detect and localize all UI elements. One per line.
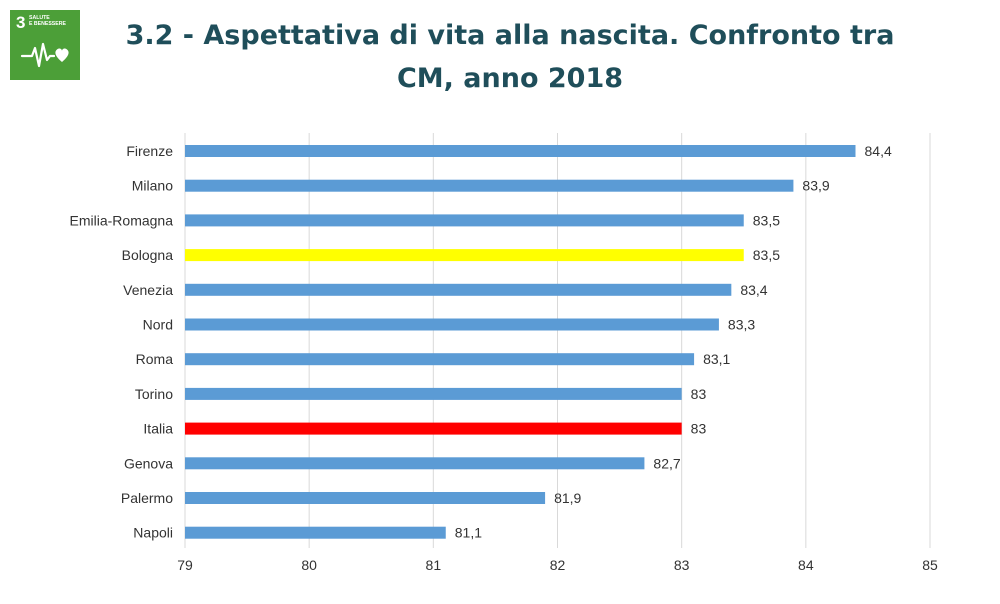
value-label: 81,1 <box>455 525 482 541</box>
x-tick-label: 81 <box>426 557 442 573</box>
category-label: Bologna <box>122 247 174 263</box>
category-label: Emilia-Romagna <box>70 212 174 228</box>
bar-bologna <box>185 249 744 262</box>
category-label: Torino <box>135 386 173 402</box>
value-label: 83,1 <box>703 351 730 367</box>
value-label: 83,3 <box>728 317 755 333</box>
value-label: 82,7 <box>653 455 680 471</box>
value-label: 84,4 <box>865 143 892 159</box>
value-label: 81,9 <box>554 490 581 506</box>
bar-italia <box>185 422 682 435</box>
heartbeat-heart-icon <box>20 42 69 68</box>
bar-nord <box>185 318 719 331</box>
sdg-badge-label-line1: SALUTE <box>29 15 50 21</box>
category-label: Genova <box>124 455 173 471</box>
bar-emilia-romagna <box>185 214 744 227</box>
category-label: Napoli <box>133 525 173 541</box>
bar-palermo <box>185 492 546 504</box>
x-tick-label: 80 <box>301 557 317 573</box>
bar-torino <box>185 387 682 400</box>
bar-milano <box>185 179 794 192</box>
value-label: 83,4 <box>740 282 767 298</box>
sdg-badge-graphic: 3 SALUTE E BENESSERE <box>16 13 69 68</box>
sdg-goal-3-badge: 3 SALUTE E BENESSERE <box>10 10 80 80</box>
value-label: 83 <box>691 386 707 402</box>
value-label: 83,5 <box>753 212 780 228</box>
category-label: Venezia <box>123 282 173 298</box>
category-label: Nord <box>143 317 173 333</box>
sdg-badge-number: 3 <box>16 13 25 32</box>
chart-title: 3.2 - Aspettativa di vita alla nascita. … <box>100 14 920 100</box>
bar-genova <box>185 457 645 470</box>
bar-roma <box>185 353 695 366</box>
category-label: Italia <box>143 421 173 437</box>
bar-venezia <box>185 283 732 296</box>
x-tick-label: 82 <box>550 557 566 573</box>
value-label: 83,5 <box>753 247 780 263</box>
value-label: 83 <box>691 421 707 437</box>
x-tick-label: 79 <box>177 557 193 573</box>
x-tick-label: 83 <box>674 557 690 573</box>
category-label: Palermo <box>121 490 173 506</box>
bar-firenze <box>185 145 856 157</box>
chart-title-line1: 3.2 - Aspettativa di vita alla nascita. … <box>125 20 895 51</box>
sdg-badge-label-line2: E BENESSERE <box>29 21 66 27</box>
x-tick-label: 84 <box>798 557 814 573</box>
chart-title-line2: CM, anno 2018 <box>396 63 624 94</box>
category-label: Firenze <box>126 143 173 159</box>
bar-napoli <box>185 526 446 539</box>
value-label: 83,9 <box>802 178 829 194</box>
category-label: Milano <box>132 178 173 194</box>
x-tick-label: 85 <box>922 557 938 573</box>
category-label: Roma <box>136 351 174 367</box>
